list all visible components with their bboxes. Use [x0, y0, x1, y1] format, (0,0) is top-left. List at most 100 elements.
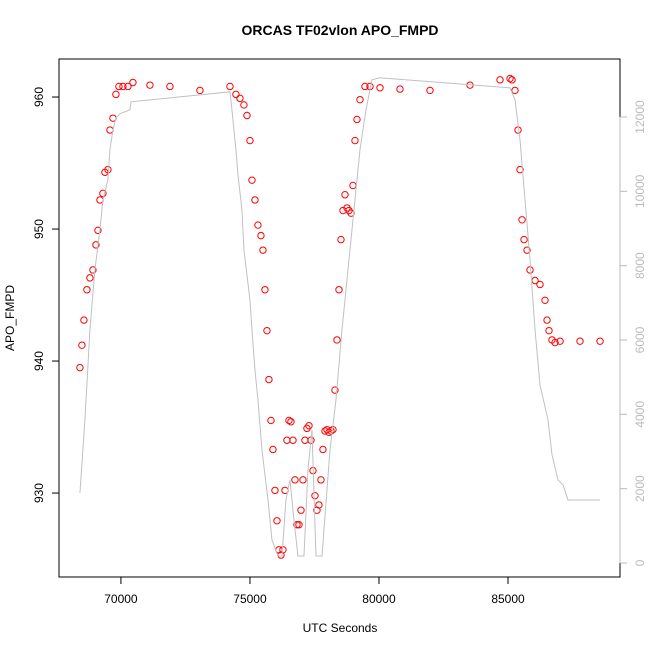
point	[361, 82, 369, 91]
x-tick-label: 70000	[104, 592, 138, 606]
point	[94, 226, 102, 235]
y-tick-label: 960	[32, 87, 46, 107]
point	[543, 316, 551, 324]
y-tick-label: 940	[32, 351, 46, 371]
y2-tick-label: 10000	[633, 174, 647, 208]
point	[80, 316, 88, 324]
point	[551, 338, 559, 347]
point	[261, 286, 269, 294]
y2-tick-label: 2000	[633, 475, 647, 502]
point	[337, 235, 345, 244]
point	[341, 191, 349, 199]
point	[518, 216, 526, 224]
point	[226, 82, 234, 91]
point	[232, 90, 240, 99]
point	[556, 337, 564, 345]
point	[333, 336, 341, 344]
point	[327, 427, 335, 435]
point	[83, 286, 91, 294]
point	[283, 436, 291, 444]
point	[76, 363, 84, 372]
x-tick-label: 75000	[233, 592, 267, 606]
point	[246, 136, 254, 145]
point	[331, 386, 339, 394]
point	[545, 326, 553, 335]
point	[516, 165, 524, 174]
point	[99, 189, 107, 198]
point	[248, 176, 256, 184]
point	[285, 416, 293, 425]
x-axis-label: UTC Seconds	[303, 621, 378, 635]
line-series	[79, 77, 601, 557]
point	[299, 476, 307, 484]
plot-box	[58, 58, 621, 578]
y2-tick-label: 0	[633, 559, 647, 566]
point	[541, 296, 549, 305]
point	[526, 266, 534, 274]
point	[96, 196, 104, 204]
point	[271, 486, 279, 495]
point	[251, 196, 259, 204]
y2-tick-label: 6000	[633, 326, 647, 353]
point	[86, 274, 94, 282]
point	[297, 506, 305, 514]
point	[112, 90, 120, 99]
point	[396, 85, 404, 93]
point	[523, 246, 531, 254]
point	[426, 86, 434, 95]
point	[305, 422, 313, 430]
point	[496, 76, 504, 84]
point	[506, 74, 514, 83]
point	[265, 375, 273, 384]
point	[236, 94, 244, 103]
point	[146, 81, 154, 89]
point	[576, 337, 584, 345]
point	[349, 181, 357, 190]
point	[119, 82, 127, 91]
x-tick-label: 85000	[491, 592, 525, 606]
y2-tick-label: 4000	[633, 401, 647, 428]
point	[347, 209, 355, 217]
point	[254, 221, 262, 229]
point	[259, 246, 267, 254]
point	[536, 280, 544, 289]
point	[353, 115, 361, 124]
point	[263, 326, 271, 335]
point	[319, 445, 327, 454]
chart-title: ORCAS TF02vlon APO_FMPD	[241, 22, 438, 38]
point	[315, 501, 323, 509]
point	[124, 82, 132, 91]
point	[508, 76, 516, 84]
y2-tick-label: 8000	[633, 252, 647, 279]
point	[196, 86, 204, 95]
point	[335, 286, 343, 294]
point	[293, 521, 301, 529]
point	[269, 445, 277, 454]
point	[295, 521, 303, 529]
point	[376, 84, 384, 92]
point	[240, 101, 248, 109]
point	[166, 82, 174, 91]
point	[351, 136, 359, 145]
point	[257, 231, 265, 240]
point	[92, 241, 100, 249]
point	[89, 266, 97, 274]
point	[267, 416, 275, 425]
point	[115, 82, 123, 91]
point	[511, 86, 519, 95]
point	[356, 95, 364, 104]
point	[129, 78, 137, 87]
point	[243, 111, 251, 120]
point	[311, 491, 319, 500]
y-tick-label: 950	[32, 219, 46, 239]
point	[287, 418, 295, 426]
point	[317, 476, 325, 484]
point	[596, 337, 604, 345]
point	[78, 341, 86, 349]
point	[301, 436, 309, 444]
point	[291, 476, 299, 484]
y-tick-label: 930	[32, 483, 46, 503]
x-tick-label: 80000	[362, 592, 396, 606]
point	[289, 436, 297, 444]
